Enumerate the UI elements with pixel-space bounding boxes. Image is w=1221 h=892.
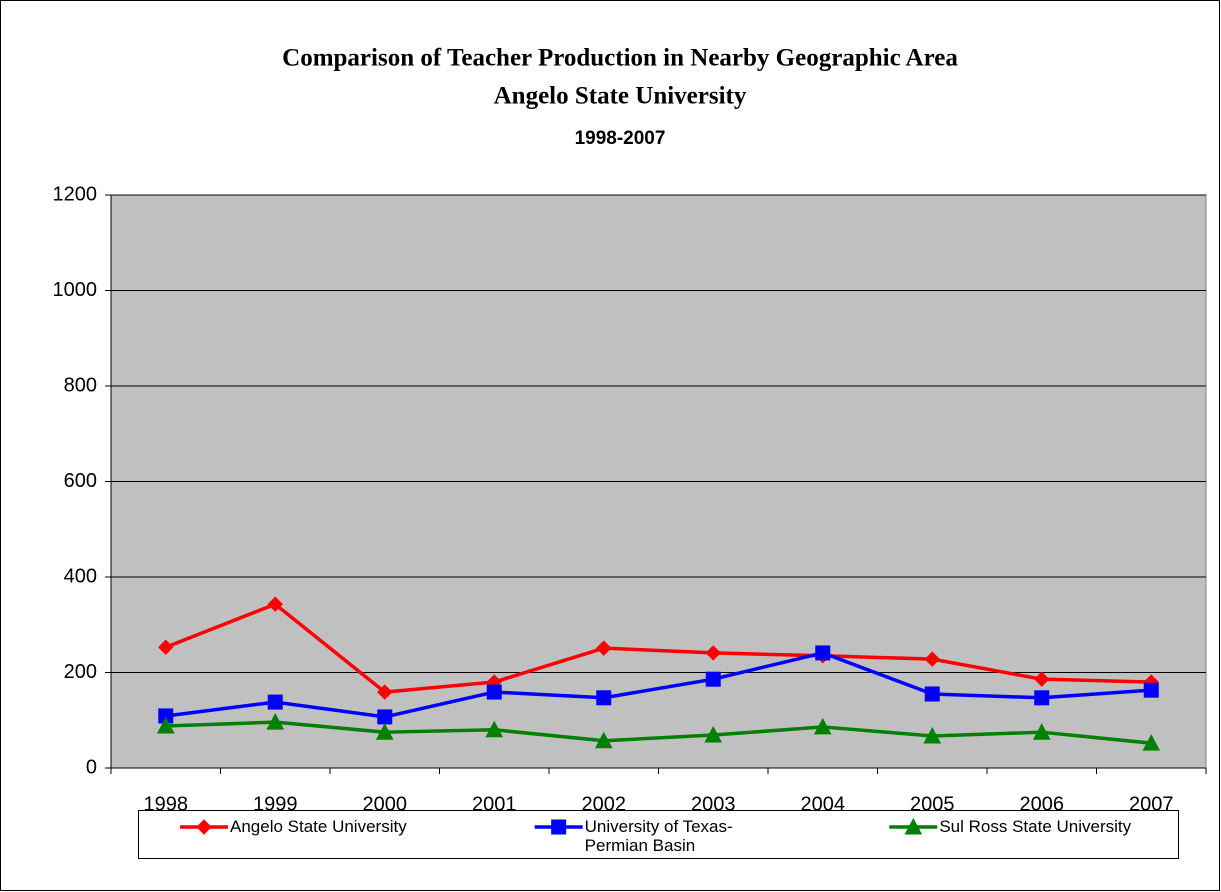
marker (594, 731, 613, 749)
marker (158, 639, 174, 655)
marker (705, 671, 721, 687)
marker (375, 723, 394, 740)
x-tick-label: 2004 (801, 793, 846, 815)
series-line (165, 651, 1152, 719)
marker (596, 690, 612, 706)
x-tick-label: 1999 (253, 793, 298, 815)
marker (196, 819, 212, 835)
x-tick-label: 2002 (582, 793, 627, 815)
x-tick-label: 2001 (472, 793, 517, 815)
x-tick-label: 2005 (910, 793, 955, 815)
legend-label: Sul Ross State University (939, 817, 1132, 836)
chart-title: Angelo State University (494, 83, 747, 110)
legend-label: Angelo State University (230, 817, 407, 836)
legend-box (138, 810, 1179, 859)
y-tick-label: 1200 (53, 183, 98, 205)
marker (267, 596, 283, 612)
legend-label: University of Texas-Permian Basin (584, 817, 733, 855)
marker (924, 651, 940, 667)
y-tick-label: 0 (86, 756, 97, 778)
x-tick-label: 2000 (363, 793, 408, 815)
marker (1142, 734, 1161, 751)
x-tick-label: 2006 (1020, 793, 1065, 815)
marker (551, 819, 567, 835)
marker (813, 717, 832, 735)
legend-label-box: Angelo State University (230, 817, 407, 836)
series-line (165, 602, 1152, 694)
marker (485, 720, 504, 738)
marker (156, 716, 175, 734)
marker (1034, 671, 1050, 687)
chart-title: Comparison of Teacher Production in Near… (282, 45, 958, 72)
marker (904, 817, 923, 835)
marker (1143, 682, 1159, 698)
chart-subtitle: 1998-2007 (575, 128, 666, 149)
marker (923, 726, 942, 744)
marker (705, 645, 721, 661)
legend-label-box: Sul Ross State University (939, 817, 1132, 836)
x-tick-label: 2007 (1129, 793, 1174, 815)
y-tick-label: 400 (64, 565, 97, 587)
legend-label-box: University of Texas-Permian Basin (584, 817, 733, 855)
marker (377, 709, 393, 725)
y-tick-label: 1000 (53, 279, 98, 301)
y-tick-label: 200 (64, 661, 97, 683)
marker (377, 684, 393, 700)
marker (815, 645, 831, 661)
marker (486, 684, 502, 700)
marker (266, 713, 285, 730)
marker (596, 640, 612, 656)
marker (924, 686, 940, 702)
marker (1032, 723, 1051, 740)
marker (267, 694, 283, 710)
x-tick-label: 2003 (691, 793, 736, 815)
y-tick-label: 600 (64, 470, 97, 492)
series-line (165, 720, 1152, 745)
marker (1034, 690, 1050, 706)
y-tick-label: 800 (64, 374, 97, 396)
x-tick-label: 1998 (144, 793, 189, 815)
marker (704, 725, 723, 743)
